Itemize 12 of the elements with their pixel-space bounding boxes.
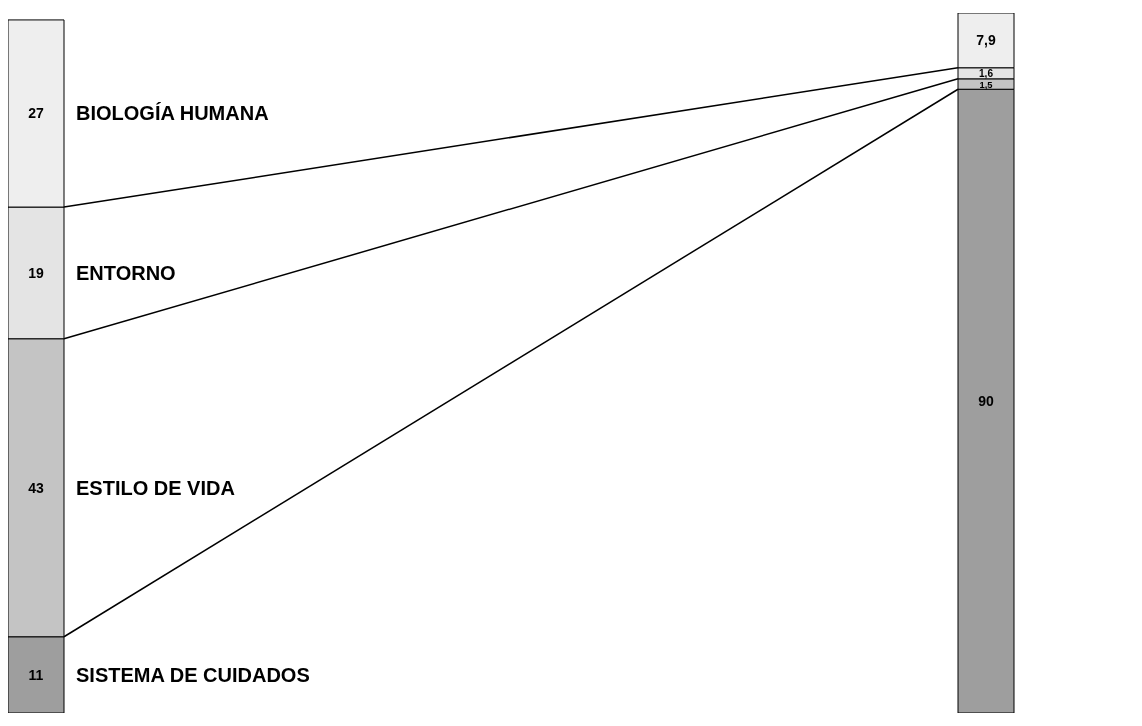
- data-label: 1,5: [979, 78, 993, 90]
- data-label: 11: [28, 666, 44, 683]
- data-label: 7,9: [976, 32, 996, 49]
- data-label: 19: [28, 264, 44, 281]
- series-label: ESTILO DE VIDA: [76, 476, 235, 499]
- data-label: 90: [978, 393, 994, 410]
- data-label: 43: [28, 479, 44, 496]
- series-label: ENTORNO: [76, 261, 176, 284]
- series-label: BIOLOGÍA HUMANA: [76, 102, 269, 125]
- series-label: SISTEMA DE CUIDADOS: [76, 663, 310, 686]
- data-label: 1,6: [978, 67, 994, 79]
- data-label: 27: [28, 105, 44, 122]
